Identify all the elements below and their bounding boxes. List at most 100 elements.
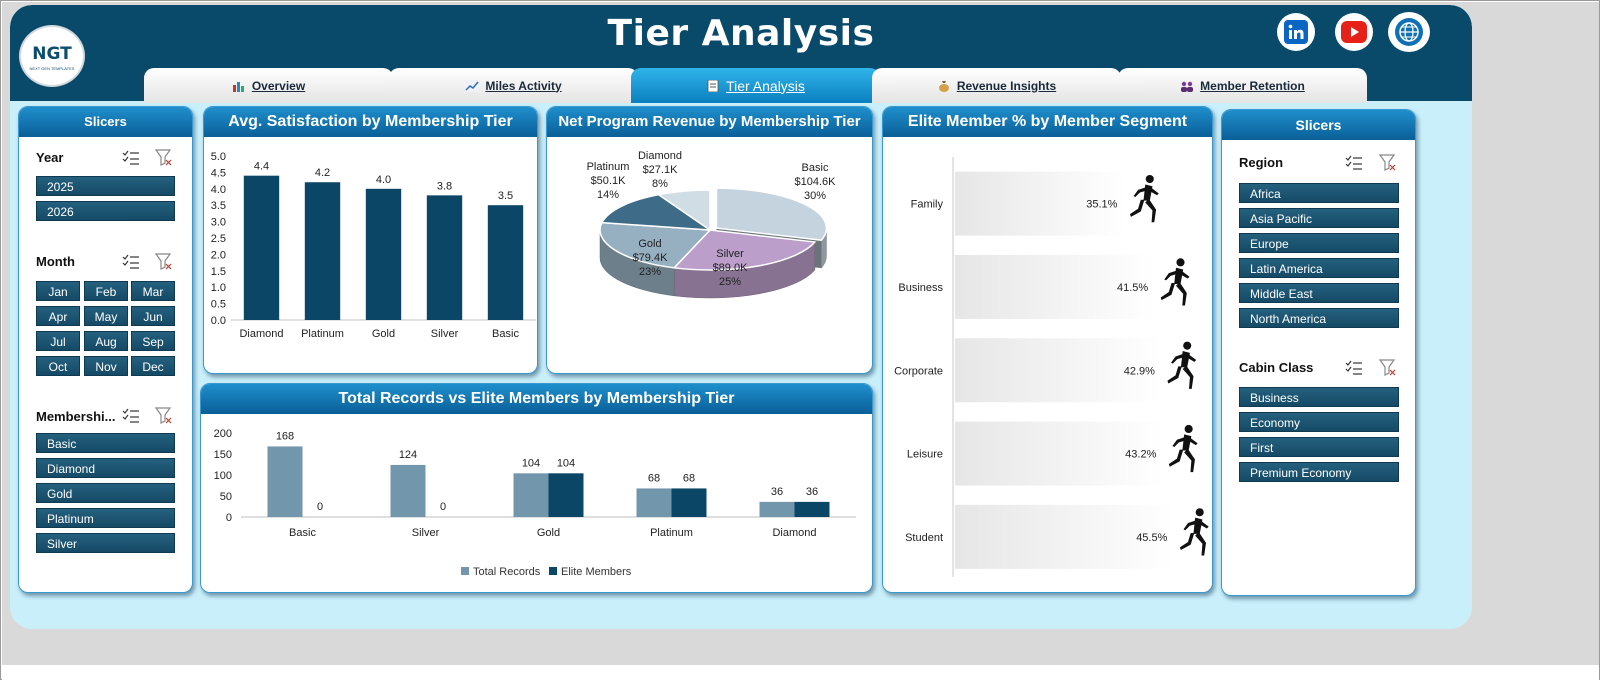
- slicer-label-region: Region: [1239, 155, 1284, 170]
- multi-select-icon[interactable]: [1345, 154, 1363, 172]
- slicer-item[interactable]: Diamond: [36, 458, 175, 478]
- legend-label: Total Records: [473, 566, 541, 578]
- data-label: 0: [317, 501, 323, 513]
- category-label: Leisure: [907, 449, 943, 461]
- slicer-item[interactable]: Africa: [1239, 183, 1399, 203]
- slicer-item[interactable]: North America: [1239, 308, 1399, 328]
- slice-label: Gold: [638, 238, 661, 250]
- chart-title: Elite Member % by Member Segment: [883, 107, 1212, 137]
- runner-icon: [1167, 341, 1197, 389]
- y-tick-label: 2.5: [211, 233, 226, 245]
- multi-select-icon[interactable]: [1345, 359, 1363, 377]
- clear-filter-icon[interactable]: [1379, 154, 1397, 172]
- x-tick-label: Basic: [492, 328, 519, 340]
- slice-value-label: $50.1K: [591, 175, 627, 187]
- slicer-item[interactable]: May: [84, 306, 128, 326]
- clear-filter-icon[interactable]: [155, 149, 173, 167]
- y-tick-label: 4.5: [211, 167, 226, 179]
- tab-revenue-insights[interactable]: Revenue Insights: [872, 68, 1121, 103]
- tab-overview[interactable]: Overview: [144, 68, 393, 103]
- data-label: 42.9%: [1124, 365, 1155, 377]
- slicer-item[interactable]: Silver: [36, 533, 175, 553]
- y-tick-label: 0: [226, 512, 232, 524]
- clear-filter-icon[interactable]: [1379, 359, 1397, 377]
- satisfaction-chart: 5.0 4.5 4.0 3.5 3.0 2.5 2.0 1.5 1.0 0.5 0.0 4.4 Diam…: [211, 151, 536, 340]
- slicer-label-membership: Membershi...: [36, 409, 116, 424]
- x-tick-label: Diamond: [239, 328, 283, 340]
- youtube-button[interactable]: [1335, 13, 1373, 51]
- tab-label: Overview: [251, 78, 306, 93]
- slicer-item[interactable]: Jan: [36, 281, 80, 301]
- overview-icon: [232, 81, 244, 92]
- bar: [426, 195, 463, 320]
- multi-select-icon[interactable]: [122, 253, 140, 271]
- slicer-item[interactable]: 2025: [36, 176, 175, 196]
- category-label: Corporate: [894, 365, 943, 377]
- slicer-item[interactable]: Business: [1239, 387, 1399, 407]
- category-label: Business: [898, 282, 943, 294]
- x-tick-label: Diamond: [772, 527, 816, 539]
- slicer-item[interactable]: Latin America: [1239, 258, 1399, 278]
- records-chart-panel: Total Records vs Elite Members by Member…: [200, 383, 873, 593]
- x-tick-label: Platinum: [301, 328, 344, 340]
- slicer-item[interactable]: First: [1239, 437, 1399, 457]
- y-tick-label: 100: [214, 470, 232, 482]
- slicer-item[interactable]: Middle East: [1239, 283, 1399, 303]
- slicer-item[interactable]: Gold: [36, 483, 175, 503]
- multi-select-icon[interactable]: [122, 149, 140, 167]
- slicer-item[interactable]: Aug: [84, 331, 128, 351]
- tab-member-retention[interactable]: Member Retention: [1118, 68, 1367, 103]
- slicer-label-month: Month: [36, 254, 75, 269]
- slicer-item[interactable]: Sep: [131, 331, 175, 351]
- data-label: 45.5%: [1136, 532, 1167, 544]
- data-label: 4.0: [376, 174, 391, 186]
- bar-total-records: [267, 446, 303, 517]
- website-button[interactable]: [1388, 12, 1430, 52]
- money-bag-icon: [938, 80, 949, 92]
- clear-filter-icon[interactable]: [155, 253, 173, 271]
- y-tick-label: 1.0: [211, 282, 226, 294]
- data-label: 68: [683, 472, 695, 484]
- data-label: 3.8: [437, 180, 452, 192]
- linkedin-button[interactable]: [1277, 13, 1315, 51]
- slicer-item[interactable]: Nov: [84, 356, 128, 376]
- slice-percent-label: 8%: [652, 178, 668, 190]
- slicer-item[interactable]: Dec: [131, 356, 175, 376]
- people-icon: [1181, 81, 1194, 92]
- bar: [365, 188, 402, 320]
- slicer-item[interactable]: Premium Economy: [1239, 462, 1399, 482]
- page-title: Tier Analysis: [607, 13, 875, 54]
- slicer-item[interactable]: Asia Pacific: [1239, 208, 1399, 228]
- y-tick-label: 5.0: [211, 151, 226, 163]
- slicer-item[interactable]: Jun: [131, 306, 175, 326]
- slicer-item[interactable]: Jul: [36, 331, 80, 351]
- tab-tier-analysis[interactable]: Tier Analysis: [631, 68, 880, 103]
- line-chart-icon: [465, 79, 480, 92]
- pie-slice: [600, 193, 713, 231]
- bar: [955, 338, 1161, 403]
- data-label: 3.5: [498, 190, 513, 202]
- document-icon: [707, 79, 719, 92]
- bar-total-records: [513, 473, 549, 517]
- slicer-item[interactable]: Feb: [84, 281, 128, 301]
- slicer-item[interactable]: 2026: [36, 201, 175, 221]
- tab-miles-activity[interactable]: Miles Activity: [389, 68, 638, 103]
- clear-filter-icon[interactable]: [155, 407, 173, 425]
- y-tick-label: 150: [214, 449, 232, 461]
- bar: [955, 421, 1163, 486]
- slice-percent-label: 23%: [639, 266, 661, 278]
- y-tick-label: 1.5: [211, 266, 226, 278]
- slicer-item[interactable]: Platinum: [36, 508, 175, 528]
- slicer-item[interactable]: Basic: [36, 433, 175, 453]
- slicer-item[interactable]: Apr: [36, 306, 80, 326]
- slicer-item[interactable]: Mar: [131, 281, 175, 301]
- slicer-item[interactable]: Economy: [1239, 412, 1399, 432]
- slicer-item[interactable]: Europe: [1239, 233, 1399, 253]
- multi-select-icon[interactable]: [122, 407, 140, 425]
- bar-total-records: [390, 464, 426, 517]
- slicer-item[interactable]: Oct: [36, 356, 80, 376]
- category-label: Student: [905, 532, 943, 544]
- runner-icon: [1129, 175, 1159, 223]
- logo: NGT NEXT GEN TEMPLATES: [19, 25, 85, 87]
